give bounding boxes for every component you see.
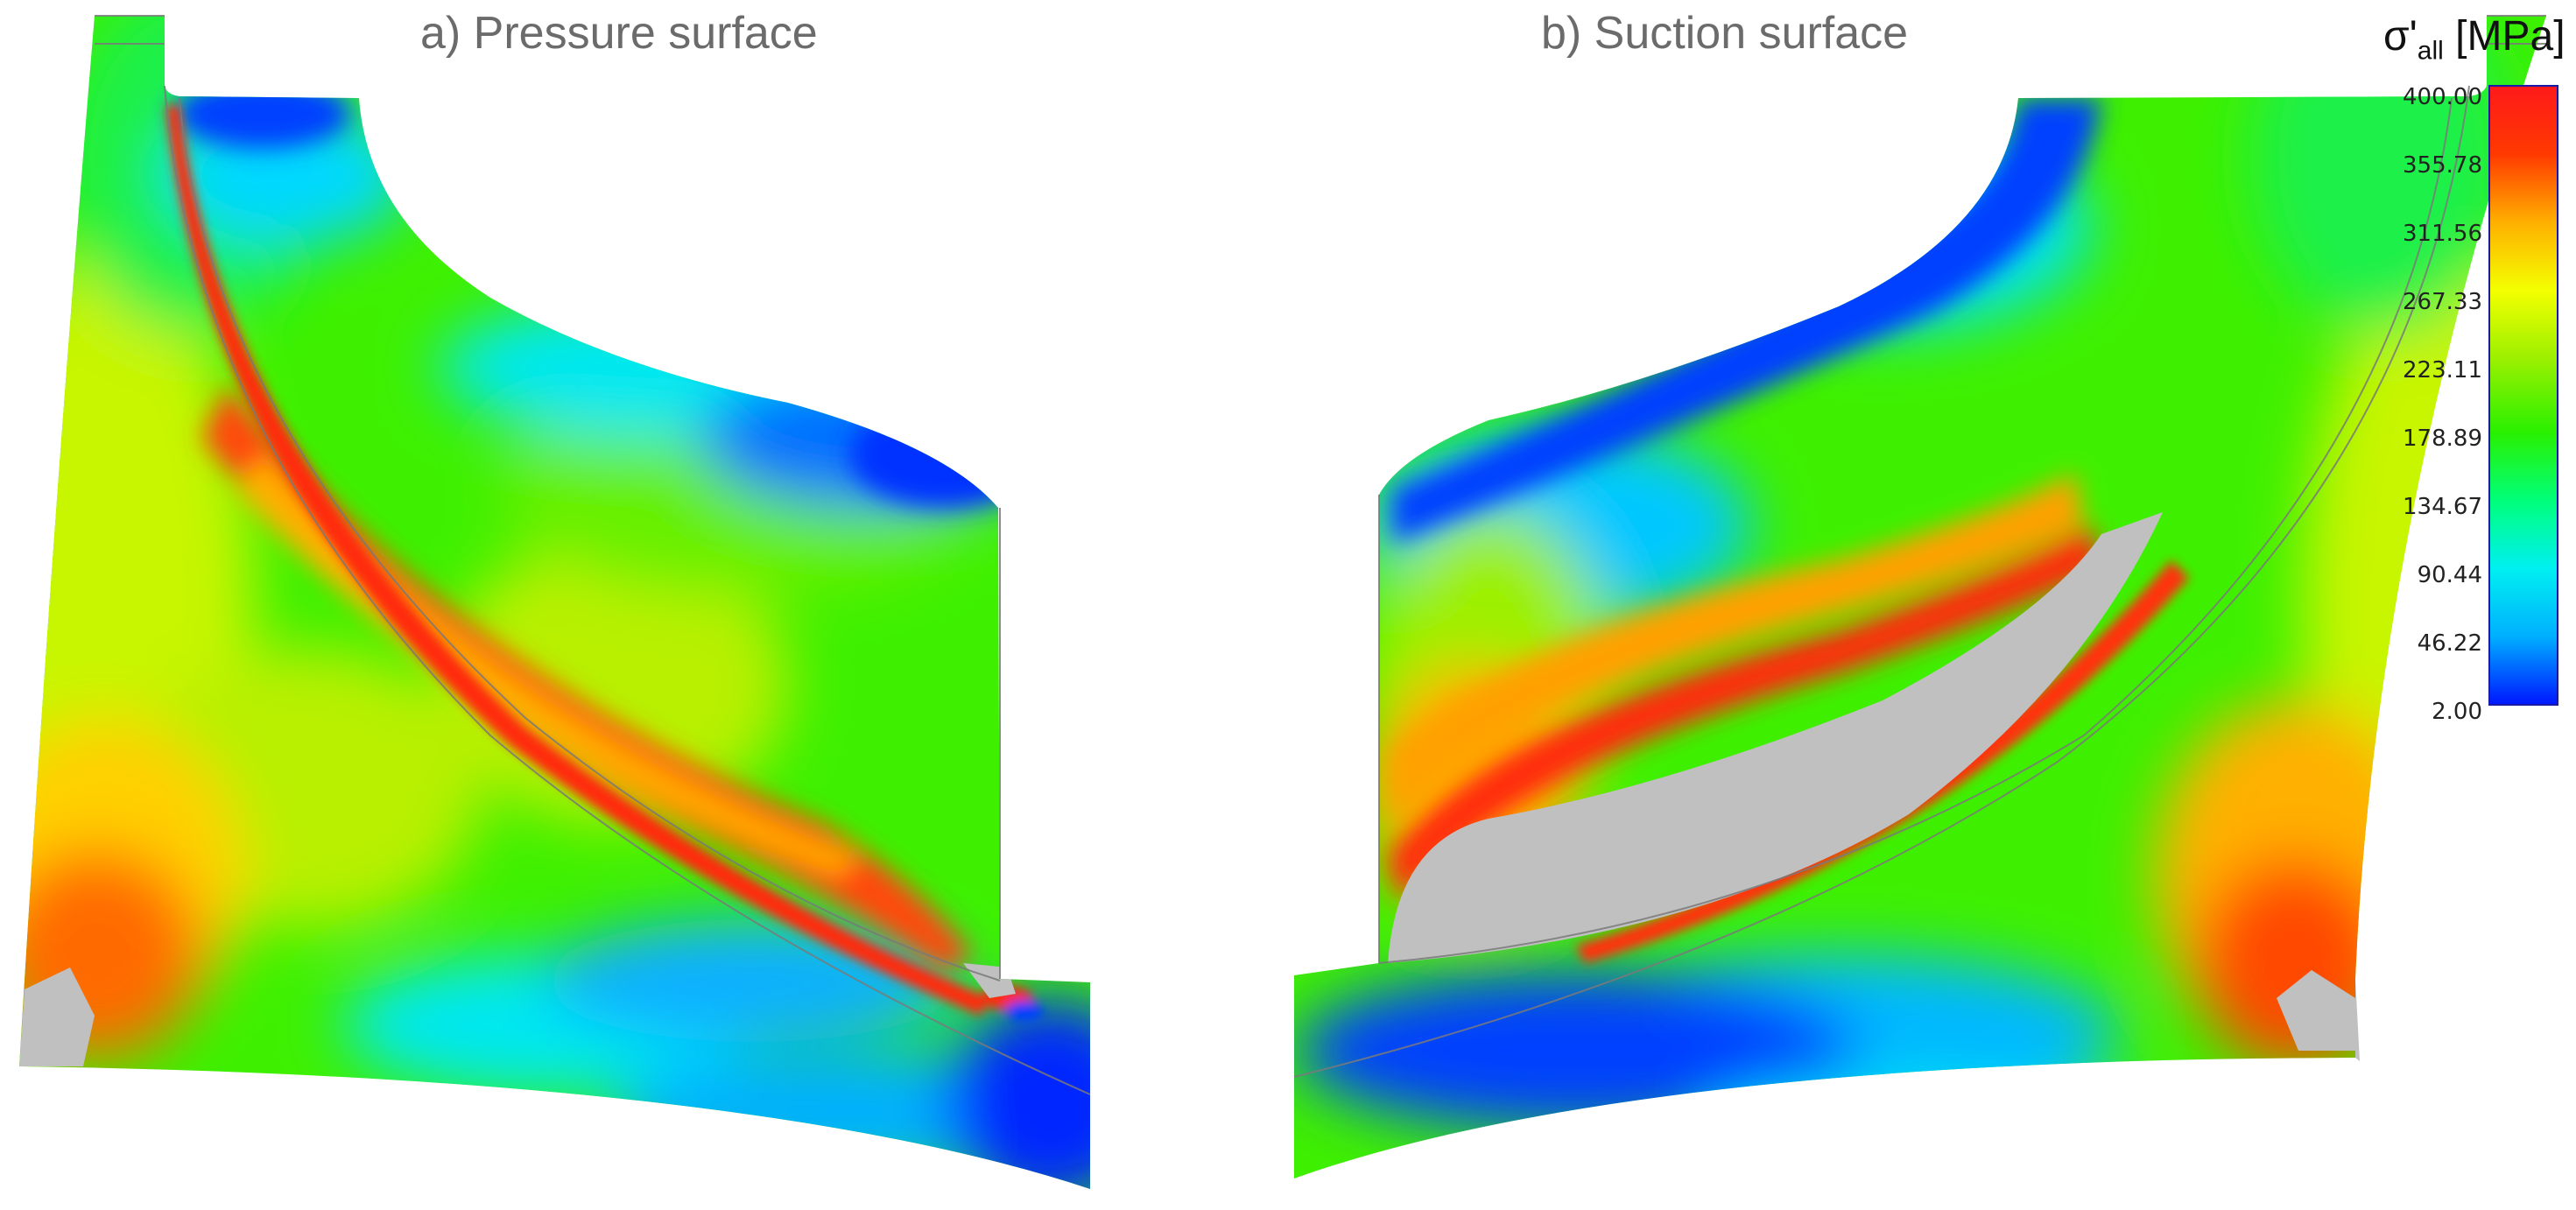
panel-title-pressure: a) Pressure surface [420, 8, 818, 59]
legend-title: σ'all [MPa] [2383, 12, 2565, 67]
colorbar [2488, 85, 2558, 706]
colorbar-tick-2: 2.00 [2432, 699, 2482, 725]
colorbar-tick-90: 90.44 [2417, 562, 2482, 588]
pressure-surface-lines [95, 15, 1091, 1095]
colorbar-tick-355: 355.78 [2403, 152, 2482, 179]
legend-symbol: σ' [2383, 13, 2418, 60]
colorbar-tick-178: 178.89 [2403, 426, 2482, 452]
colorbar-tick-46: 46.22 [2417, 630, 2482, 657]
suction-surface-lines [1293, 15, 2546, 1078]
pressure-surface-field [19, 16, 1090, 1189]
colorbar-tick-400: 400.00 [2403, 84, 2482, 110]
legend-unit: [MPa] [2455, 13, 2565, 60]
suction-hub-corner [2355, 979, 2360, 1061]
suction-surface-field [1294, 16, 2546, 1178]
panel-title-suction: b) Suction surface [1541, 8, 1909, 59]
colorbar-tick-267: 267.33 [2403, 289, 2482, 315]
colorbar-tick-223: 223.11 [2403, 357, 2482, 383]
colorbar-tick-311: 311.56 [2403, 221, 2482, 247]
colorbar-tick-134: 134.67 [2403, 494, 2482, 520]
legend-subscript: all [2417, 36, 2444, 66]
